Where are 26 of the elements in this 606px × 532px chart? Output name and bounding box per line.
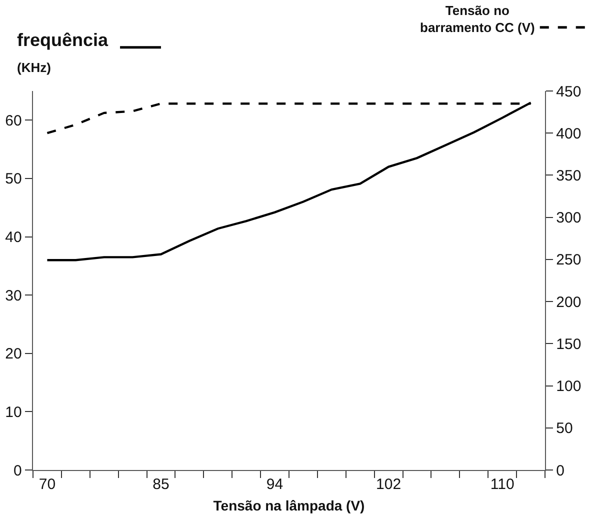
y-tick-label: 40	[5, 229, 22, 246]
y-tick-label: 10	[5, 404, 22, 421]
y2-tick-label: 100	[556, 378, 582, 396]
x-tick-label: 85	[152, 476, 170, 494]
y2-tick-label: 0	[556, 462, 564, 480]
x-tick-label: 110	[490, 476, 514, 494]
y2-tick-label: 400	[556, 125, 582, 142]
y-tick-label: 30	[5, 287, 22, 304]
y2-tick-label: 50	[556, 420, 573, 438]
y-tick-label: 60	[5, 112, 22, 130]
y2-tick-label: 250	[556, 252, 582, 269]
y-axis-title: (KHz)	[17, 60, 51, 75]
y2-tick-label: 350	[556, 167, 582, 184]
y2-tick-label: 150	[556, 336, 582, 353]
y-tick-label: 50	[5, 170, 22, 188]
x-tick-label: 94	[266, 476, 284, 494]
x-tick-label: 70	[38, 476, 56, 494]
y-tick-label: 0	[14, 462, 22, 480]
legend-label: Tensão no barramento CC (V)	[420, 3, 535, 35]
y2-tick-label: 200	[556, 294, 582, 311]
x-tick-label: 102	[376, 476, 402, 494]
y-tick-label: 20	[5, 346, 22, 363]
y2-tick-label: 450	[556, 83, 582, 100]
x-axis-title: Tensão na lâmpada (V)	[213, 497, 365, 514]
y2-tick-label: 300	[556, 210, 582, 227]
legend-label: frequência	[17, 30, 110, 50]
